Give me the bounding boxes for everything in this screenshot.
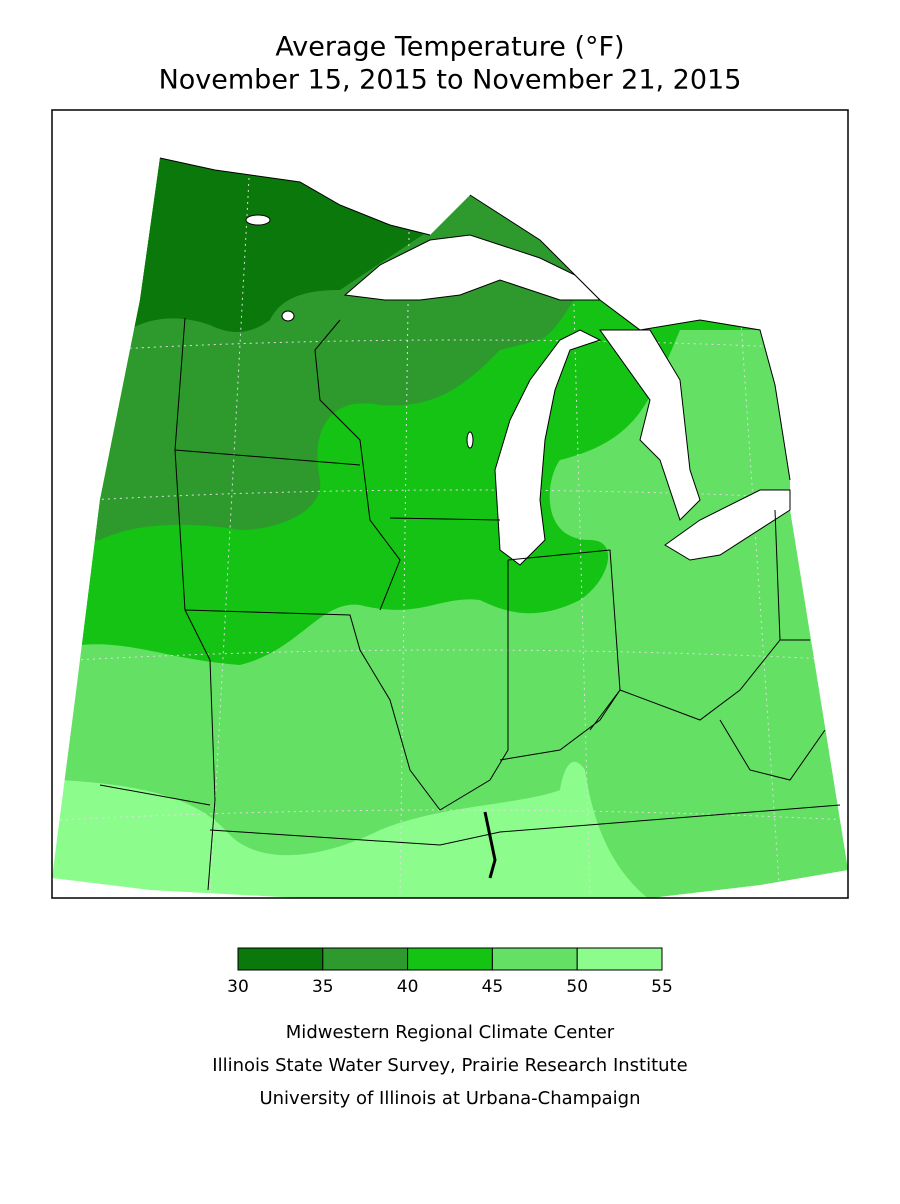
legend-tick-label: 30 [227, 977, 249, 997]
legend-tick-label: 45 [482, 977, 504, 997]
title: Average Temperature (°F) [275, 32, 624, 63]
map-frame [51, 109, 849, 899]
legend-tick-label: 55 [651, 977, 673, 997]
legend-tick-label: 35 [312, 977, 334, 997]
subtitle: November 15, 2015 to November 21, 2015 [159, 65, 742, 96]
state-boundaries [99, 317, 841, 891]
legend-tick-label: 40 [397, 977, 419, 997]
lakes [159, 110, 791, 566]
legend-swatch [407, 947, 493, 971]
legend-swatch [322, 947, 409, 971]
legend-swatch [237, 947, 324, 971]
legend-swatch [491, 947, 578, 971]
legend-tick-label: 50 [566, 977, 588, 997]
footer-line: Illinois State Water Survey, Prairie Res… [212, 1055, 687, 1076]
footer-line: Midwestern Regional Climate Center [286, 1022, 615, 1043]
footer-line: University of Illinois at Urbana-Champai… [259, 1088, 640, 1109]
legend-swatch [576, 947, 663, 971]
legend: 30 35 40 45 50 55 [227, 947, 673, 997]
